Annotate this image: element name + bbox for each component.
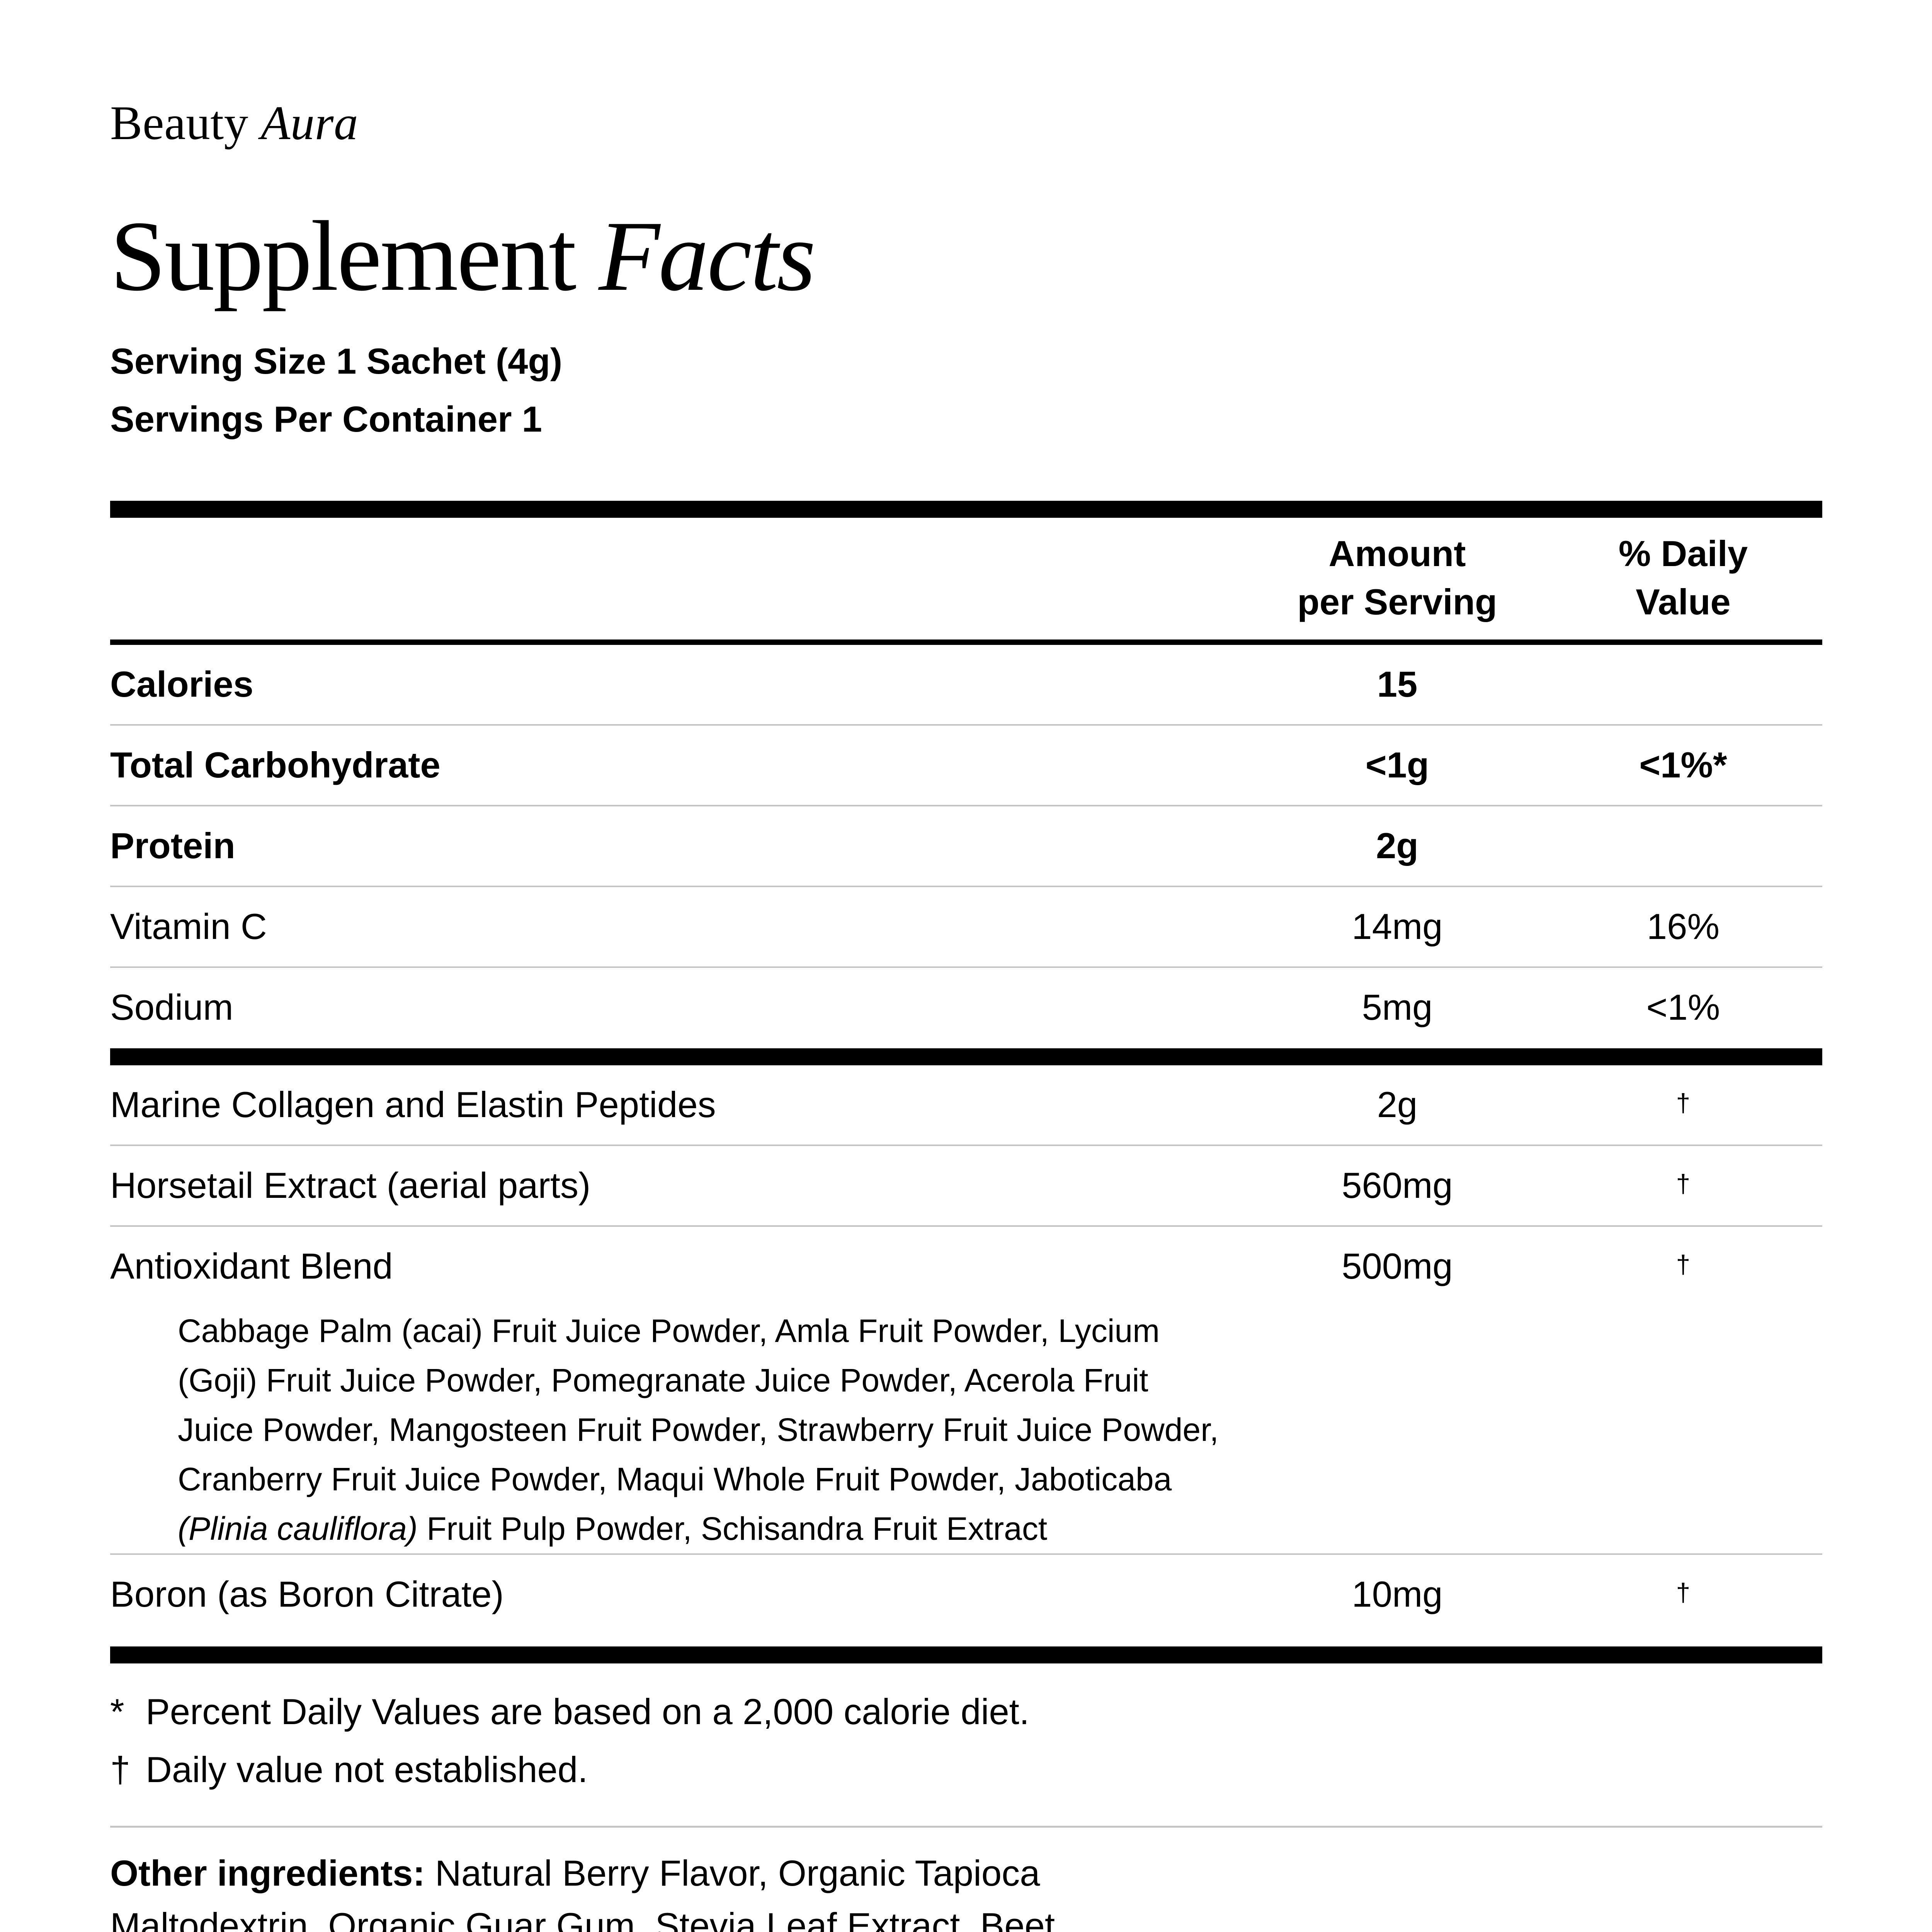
facts-table: Amount per Serving % Daily Value Calorie… <box>110 500 1822 1663</box>
brand-name-roman: Beauty <box>110 97 248 150</box>
table-row-sodium: Sodium 5mg <1% <box>110 968 1822 1047</box>
row-divider <box>110 1553 1822 1555</box>
row-divider <box>110 1144 1822 1146</box>
dv-header-line2: Value <box>1636 581 1731 622</box>
amount-value: 2g <box>1376 825 1418 866</box>
title-italic: Facts <box>599 200 816 312</box>
serving-info: Serving Size 1 Sachet (4g) Servings Per … <box>110 332 1822 448</box>
component-line: Cranberry Fruit Juice Powder, Maqui Whol… <box>178 1461 1172 1497</box>
component-botanical-name: (Plinia cauliflora) <box>178 1510 418 1547</box>
section-separator-bar <box>110 1048 1822 1065</box>
amount-value: <1g <box>1365 745 1429 786</box>
table-row-marine-collagen: Marine Collagen and Elastin Peptides 2g … <box>110 1065 1822 1145</box>
table-row-total-carbohydrate: Total Carbohydrate <1g <1%* <box>110 726 1822 805</box>
footnote-text: Percent Daily Values are based on a 2,00… <box>146 1691 1029 1732</box>
daily-value: 16% <box>1646 906 1720 947</box>
other-ingredients: Other ingredients: Natural Berry Flavor,… <box>110 1847 1822 1932</box>
amount-column-header: Amount per Serving <box>1250 529 1544 626</box>
row-label: Marine Collagen and Elastin Peptides <box>110 1084 716 1125</box>
row-label: Horsetail Extract (aerial parts) <box>110 1165 591 1206</box>
brand-name-italic: Aura <box>260 97 359 150</box>
amount-header-line1: Amount <box>1328 533 1466 574</box>
other-ingredients-line: Maltodextrin, Organic Guar Gum, Stevia L… <box>110 1905 1055 1932</box>
table-top-bar <box>110 500 1822 518</box>
column-header-row: Amount per Serving % Daily Value <box>110 518 1822 626</box>
row-divider <box>110 966 1822 968</box>
row-label: Total Carbohydrate <box>110 745 440 786</box>
row-label: Antioxidant Blend <box>110 1246 393 1287</box>
footnotes: * Percent Daily Values are based on a 2,… <box>110 1683 1822 1799</box>
daily-value-column-header: % Daily Value <box>1544 529 1822 626</box>
component-line: (Plinia cauliflora) Fruit Pulp Powder, S… <box>178 1504 1822 1553</box>
amount-value: 500mg <box>1342 1246 1453 1287</box>
table-row-horsetail-extract: Horsetail Extract (aerial parts) 560mg † <box>110 1146 1822 1225</box>
dagger-icon: † <box>1676 1578 1690 1607</box>
row-label: Vitamin C <box>110 906 267 947</box>
header-underline <box>110 639 1822 645</box>
other-ingredients-text: Natural Berry Flavor, Organic Tapioca <box>435 1852 1040 1893</box>
footnote-text: Daily value not established. <box>146 1749 588 1790</box>
other-ingredients-rule <box>110 1825 1822 1828</box>
row-label: Calories <box>110 664 253 705</box>
brand: Beauty Aura <box>110 0 1822 151</box>
page-title: Supplement Facts <box>110 200 1822 312</box>
asterisk-marker: * <box>110 1691 124 1732</box>
row-label: Sodium <box>110 987 233 1028</box>
amount-value: 10mg <box>1352 1574 1443 1615</box>
table-row-vitamin-c: Vitamin C 14mg 16% <box>110 887 1822 966</box>
component-line: (Goji) Fruit Juice Powder, Pomegranate J… <box>178 1362 1148 1398</box>
amount-value: 5mg <box>1362 987 1433 1028</box>
footnote-not-established: † Daily value not established. <box>110 1741 1822 1799</box>
amount-value: 14mg <box>1352 906 1443 947</box>
daily-value: <1%* <box>1639 745 1727 786</box>
component-line-rest: Fruit Pulp Powder, Schisandra Fruit Extr… <box>427 1510 1048 1547</box>
row-label: Boron (as Boron Citrate) <box>110 1574 504 1615</box>
row-divider <box>110 885 1822 887</box>
other-ingredients-label: Other ingredients: <box>110 1852 425 1893</box>
dagger-icon: † <box>1676 1250 1690 1279</box>
amount-header-line2: per Serving <box>1297 581 1497 622</box>
daily-value: <1% <box>1646 987 1720 1028</box>
component-line: Cabbage Palm (acai) Fruit Juice Powder, … <box>178 1312 1160 1349</box>
component-line: Juice Powder, Mangosteen Fruit Powder, S… <box>178 1411 1219 1448</box>
row-divider <box>110 724 1822 726</box>
serving-size-line: Serving Size 1 Sachet (4g) <box>110 340 563 381</box>
amount-value: 560mg <box>1342 1165 1453 1206</box>
row-divider <box>110 804 1822 806</box>
dv-header-line1: % Daily <box>1618 533 1748 574</box>
dagger-marker: † <box>110 1749 131 1790</box>
table-row-protein: Protein 2g <box>110 806 1822 886</box>
table-row-boron: Boron (as Boron Citrate) 10mg † <box>110 1555 1822 1634</box>
table-bottom-bar <box>110 1646 1822 1663</box>
table-row-antioxidant-blend: Antioxidant Blend 500mg † <box>110 1227 1822 1306</box>
footnote-daily-values: * Percent Daily Values are based on a 2,… <box>110 1683 1822 1741</box>
row-label: Protein <box>110 825 235 866</box>
row-divider <box>110 1225 1822 1227</box>
title-roman: Supplement <box>110 200 577 312</box>
amount-value: 2g <box>1377 1084 1418 1125</box>
dagger-icon: † <box>1676 1088 1690 1117</box>
table-row-calories: Calories 15 <box>110 645 1822 724</box>
dagger-icon: † <box>1676 1169 1690 1198</box>
servings-per-container-line: Servings Per Container 1 <box>110 398 542 439</box>
other-ingredients-line: Other ingredients: Natural Berry Flavor,… <box>110 1847 1822 1900</box>
amount-value: 15 <box>1377 664 1418 705</box>
antioxidant-blend-components: Cabbage Palm (acai) Fruit Juice Powder, … <box>110 1306 1822 1553</box>
